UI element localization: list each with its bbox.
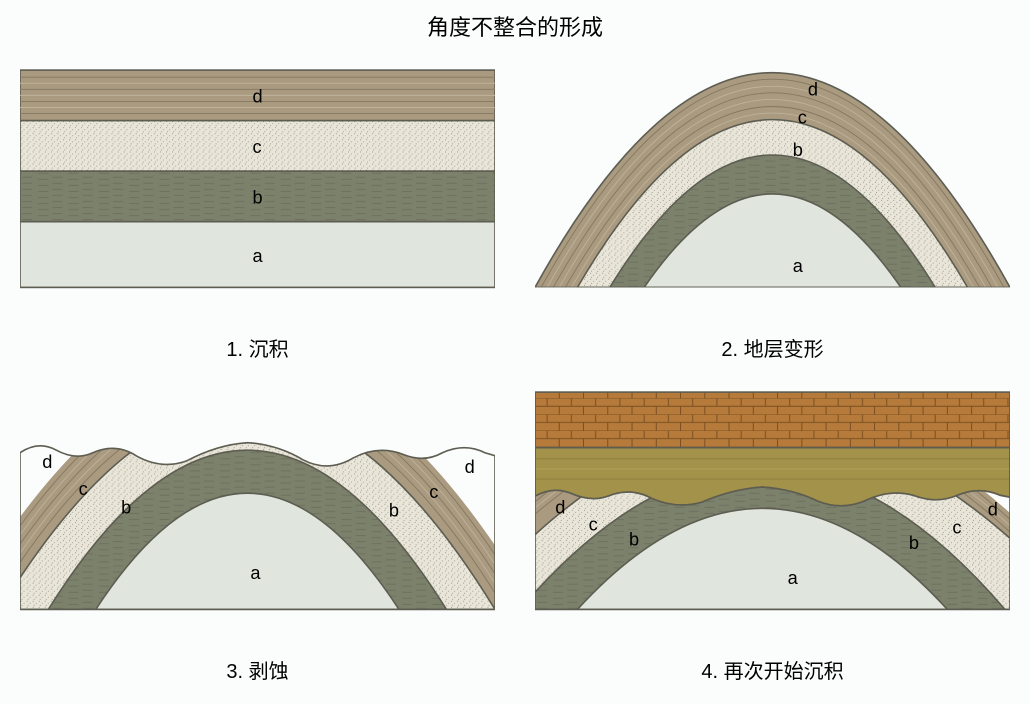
label-c: c — [798, 108, 807, 128]
layer-f — [535, 392, 1010, 448]
panel-4-svg: d c b d c b a — [535, 382, 1010, 645]
label-b-left: b — [121, 497, 131, 517]
label-c: c — [252, 137, 261, 157]
label-d-right: d — [988, 499, 998, 519]
label-c-left: c — [79, 479, 88, 499]
panel-1: d c b a 1. 沉积 — [20, 60, 495, 362]
panel-3: d c b d c b a 3. 剥蚀 — [20, 382, 495, 684]
caption-4: 4. 再次开始沉积 — [701, 655, 843, 684]
panel-4: d c b d c b a 4. 再次开始沉积 — [535, 382, 1010, 684]
caption-3: 3. 剥蚀 — [226, 655, 288, 684]
panel-2: d c b a 2. 地层变形 — [535, 60, 1010, 362]
label-d-left: d — [42, 452, 52, 472]
label-c-right: c — [952, 517, 961, 537]
caption-1: 1. 沉积 — [226, 333, 288, 362]
label-a: a — [250, 563, 261, 583]
label-b-left: b — [629, 529, 639, 549]
label-a: a — [252, 246, 263, 266]
page-title: 角度不整合的形成 — [20, 10, 1010, 42]
panel-1-svg: d c b a — [20, 60, 495, 323]
diagram-grid: d c b a 1. 沉积 — [20, 60, 1010, 684]
label-d-left: d — [555, 497, 565, 517]
panel-2-svg: d c b a — [535, 60, 1010, 323]
label-a: a — [793, 256, 804, 276]
panel-3-svg: d c b d c b a — [20, 382, 495, 645]
label-d: d — [252, 86, 262, 106]
label-c-right: c — [429, 482, 438, 502]
label-d: d — [808, 79, 818, 99]
label-a: a — [788, 568, 799, 588]
label-b: b — [252, 188, 262, 208]
label-d-right: d — [465, 457, 475, 477]
label-b-right: b — [909, 533, 919, 553]
label-b: b — [793, 140, 803, 160]
label-b-right: b — [389, 500, 399, 520]
label-c-left: c — [589, 514, 598, 534]
caption-2: 2. 地层变形 — [721, 333, 823, 362]
